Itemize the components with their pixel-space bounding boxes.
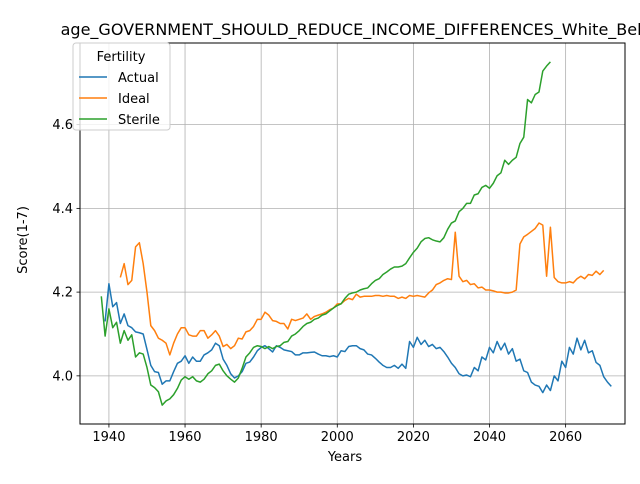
x-tick-label: 1980	[245, 430, 278, 445]
plot-area-frame	[79, 42, 626, 425]
y-tick-label: 4.6	[52, 118, 73, 133]
legend-items: Actual Ideal Sterile	[79, 71, 160, 128]
y-axis-ticks: 4.0 4.2 4.4 4.6	[52, 118, 80, 384]
y-tick-label: 4.2	[52, 286, 73, 301]
x-tick-label: 2020	[397, 430, 430, 445]
legend-label-sterile: Sterile	[118, 113, 160, 128]
grid-lines	[80, 43, 625, 424]
series-line-ideal	[119, 222, 605, 356]
x-tick-label: 1940	[92, 430, 125, 445]
x-axis-ticks: 1940 1960 1980 2000 2020 2040 2060	[92, 424, 582, 445]
legend-label-actual: Actual	[118, 71, 159, 86]
y-tick-label: 4.0	[52, 369, 73, 384]
x-tick-label: 2040	[473, 430, 506, 445]
chart-title: age_GOVERNMENT_SHOULD_REDUCE_INCOME_DIFF…	[61, 20, 640, 40]
legend: Fertility Actual Ideal Sterile	[72, 42, 171, 131]
y-axis-label: Score(1-7)	[16, 206, 31, 274]
legend-box	[72, 42, 171, 131]
y-tick-label: 4.4	[52, 202, 73, 217]
x-tick-label: 1960	[168, 430, 201, 445]
legend-title: Fertility	[97, 50, 146, 65]
x-tick-label: 2000	[321, 430, 354, 445]
series-layer	[100, 61, 612, 406]
series-line-sterile	[100, 61, 551, 406]
series-line-actual	[104, 282, 612, 394]
x-axis-label: Years	[327, 450, 363, 465]
legend-label-ideal: Ideal	[118, 92, 150, 107]
x-tick-label: 2060	[549, 430, 582, 445]
